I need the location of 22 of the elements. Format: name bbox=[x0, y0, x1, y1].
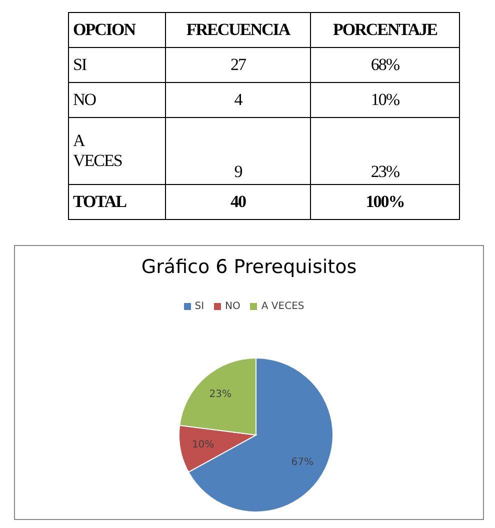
data-label: 10% bbox=[192, 440, 214, 451]
text: A VECES bbox=[73, 131, 122, 171]
data-label: 23% bbox=[209, 389, 232, 400]
text: 10% bbox=[310, 82, 460, 118]
text: SI bbox=[68, 48, 166, 82]
text: 40 bbox=[166, 184, 310, 220]
text: 100% bbox=[310, 184, 460, 220]
text: NO bbox=[68, 82, 166, 118]
text: 4 bbox=[166, 82, 310, 118]
data-label: 67% bbox=[291, 456, 314, 468]
legend-label: SI bbox=[194, 301, 204, 312]
text: TOTAL bbox=[68, 184, 166, 220]
text: 27 bbox=[166, 48, 310, 82]
chart-title: Gráfico 6 Prerequisitos bbox=[140, 256, 358, 278]
legend-label: A VECES bbox=[261, 301, 304, 312]
text: FRECUENCIA bbox=[166, 12, 310, 48]
text: 23% bbox=[310, 118, 460, 184]
text: PORCENTAJE bbox=[310, 12, 460, 48]
text: OPCION bbox=[68, 12, 166, 48]
text: 9 bbox=[166, 118, 310, 184]
text: 68% bbox=[310, 48, 460, 82]
legend-label: NO bbox=[225, 301, 240, 312]
